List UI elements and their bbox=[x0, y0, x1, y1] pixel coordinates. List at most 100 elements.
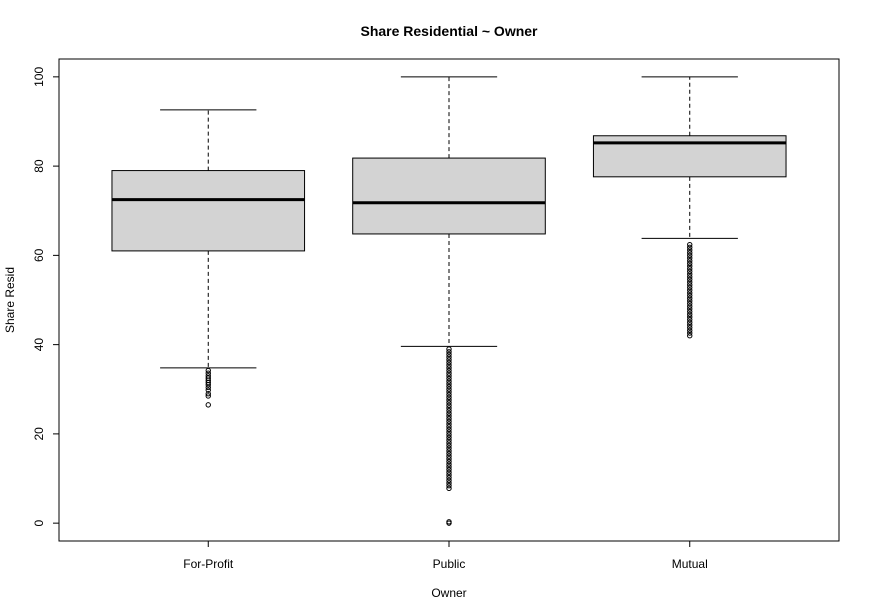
outlier-point bbox=[205, 393, 211, 399]
outlier-point bbox=[687, 249, 693, 256]
outlier-point bbox=[446, 391, 452, 398]
outlier-point bbox=[446, 426, 452, 433]
outlier-point bbox=[446, 485, 452, 492]
y-axis: 0 20 40 60 80 100 bbox=[32, 67, 60, 526]
box-for-profit bbox=[111, 109, 306, 408]
outlier-point bbox=[205, 382, 211, 388]
outlier-point bbox=[446, 448, 452, 454]
y-tick-label: 100 bbox=[32, 67, 46, 87]
outlier-point bbox=[446, 378, 452, 384]
outlier-point bbox=[446, 482, 452, 489]
outlier-point bbox=[446, 458, 452, 465]
outlier-point bbox=[687, 298, 693, 304]
outlier-point bbox=[446, 413, 452, 419]
outlier-point bbox=[687, 241, 693, 248]
outlier-point bbox=[687, 255, 693, 261]
outlier-point bbox=[687, 330, 693, 336]
outlier-point bbox=[687, 282, 693, 288]
outlier-point bbox=[446, 434, 452, 441]
outlier-point bbox=[446, 381, 452, 387]
outlier-point bbox=[687, 333, 693, 339]
outlier-point bbox=[205, 402, 211, 408]
outlier-point bbox=[446, 354, 452, 360]
outlier-point bbox=[687, 279, 693, 285]
iqr-box bbox=[352, 157, 546, 235]
outlier-point bbox=[446, 437, 452, 443]
outlier-point bbox=[687, 300, 693, 307]
outlier-point bbox=[446, 410, 452, 417]
outlier-point bbox=[446, 357, 452, 363]
outlier-point bbox=[446, 474, 452, 481]
outlier-point bbox=[446, 373, 452, 379]
outlier-point bbox=[446, 466, 452, 473]
outlier-point bbox=[205, 367, 211, 374]
outlier-point bbox=[687, 268, 693, 275]
y-tick-label: 80 bbox=[32, 159, 46, 173]
x-tick-label: Public bbox=[433, 557, 466, 571]
outlier-point bbox=[446, 424, 452, 430]
outlier-point bbox=[446, 440, 452, 446]
outlier-point bbox=[446, 421, 452, 427]
outlier-point bbox=[687, 311, 693, 317]
outlier-point bbox=[446, 394, 452, 400]
outlier-point bbox=[687, 271, 693, 277]
outlier-point bbox=[446, 469, 452, 475]
chart-title: Share Residential ~ Owner bbox=[360, 23, 538, 39]
outlier-point bbox=[687, 324, 693, 331]
outlier-point bbox=[687, 287, 693, 293]
outlier-point bbox=[687, 247, 693, 253]
outlier-point bbox=[687, 292, 693, 299]
outlier-point bbox=[446, 445, 452, 451]
outlier-point bbox=[446, 367, 452, 374]
x-axis: For-Profit Public Mutual bbox=[183, 540, 708, 571]
outlier-point bbox=[446, 453, 452, 459]
outlier-point bbox=[446, 407, 452, 414]
outlier-point bbox=[446, 480, 452, 486]
outlier-point bbox=[687, 316, 693, 323]
outlier-point bbox=[687, 258, 693, 264]
outlier-point bbox=[446, 399, 452, 406]
outlier-point bbox=[446, 477, 452, 484]
outlier-point bbox=[446, 520, 452, 526]
outlier-point bbox=[446, 389, 452, 395]
outlier-point bbox=[687, 327, 693, 334]
outlier-point bbox=[446, 351, 452, 358]
outlier-point bbox=[446, 418, 452, 425]
outlier-point bbox=[446, 365, 452, 371]
x-tick-label: Mutual bbox=[672, 557, 708, 571]
outlier-point bbox=[446, 370, 452, 376]
outlier-point bbox=[687, 260, 693, 267]
outlier-point bbox=[446, 429, 452, 435]
x-axis-label: Owner bbox=[431, 586, 466, 600]
outlier-point bbox=[446, 402, 452, 409]
y-axis-label: Share Resid bbox=[3, 267, 17, 333]
outlier-point bbox=[446, 362, 452, 368]
outlier-point bbox=[687, 319, 693, 326]
outlier-point bbox=[446, 450, 452, 457]
y-tick-label: 40 bbox=[32, 338, 46, 352]
outlier-point bbox=[687, 276, 693, 283]
outlier-point bbox=[446, 472, 452, 478]
iqr-box bbox=[111, 170, 306, 252]
outlier-point bbox=[687, 308, 693, 315]
outlier-point bbox=[446, 405, 452, 411]
outlier-point bbox=[687, 284, 693, 291]
outlier-point bbox=[446, 346, 452, 352]
box-public bbox=[352, 76, 546, 526]
outlier-point bbox=[687, 244, 693, 251]
outlier-point bbox=[446, 432, 452, 438]
outlier-point bbox=[687, 274, 693, 280]
outlier-point bbox=[687, 314, 693, 320]
outlier-point bbox=[205, 384, 211, 391]
outlier-point bbox=[446, 375, 452, 382]
box-mutual bbox=[592, 76, 787, 339]
outlier-point bbox=[205, 391, 211, 397]
y-tick-label: 0 bbox=[32, 519, 46, 526]
outlier-point bbox=[687, 290, 693, 296]
outlier-point bbox=[205, 379, 211, 386]
outlier-point bbox=[687, 322, 693, 328]
outlier-point bbox=[205, 370, 211, 376]
outlier-point bbox=[446, 442, 452, 449]
